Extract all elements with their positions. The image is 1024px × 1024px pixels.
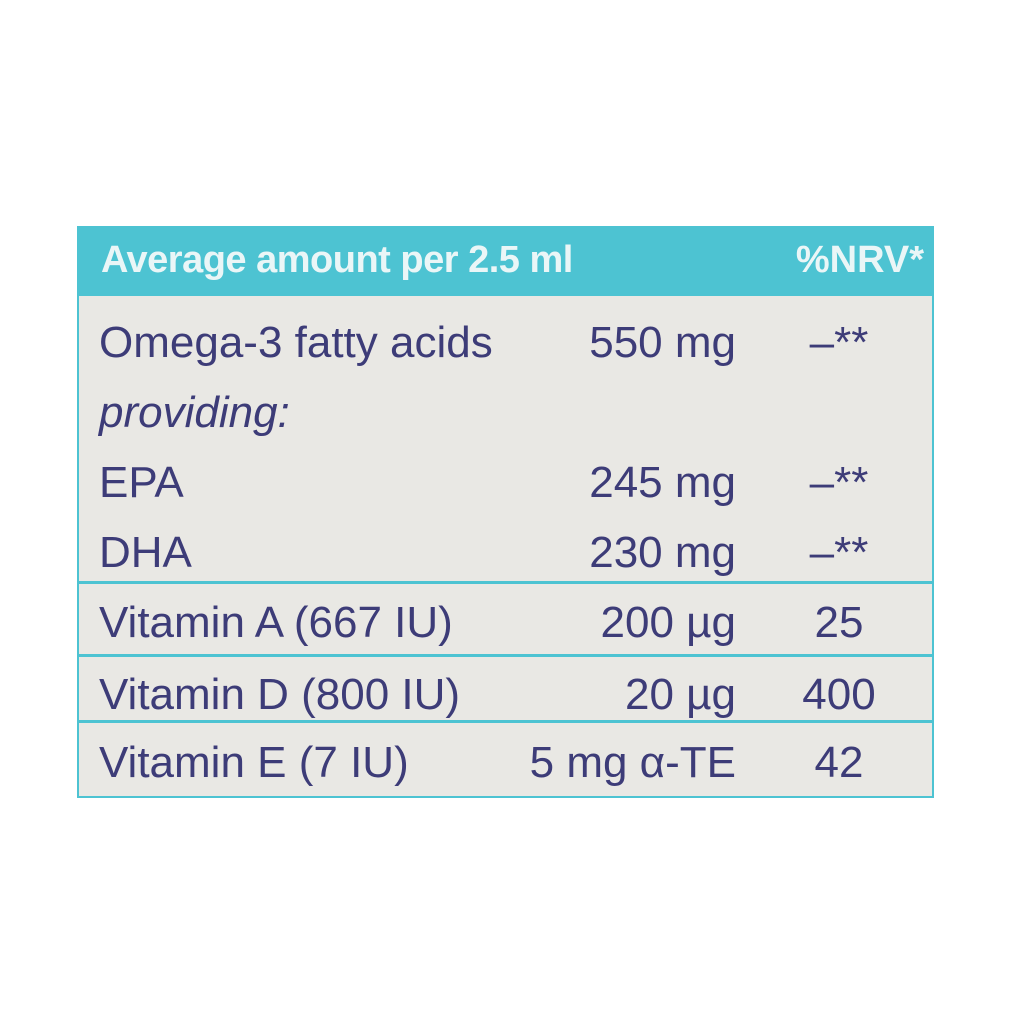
table-row-vitamin-e: Vitamin E (7 IU) 5 mg α-TE 42: [79, 728, 932, 800]
row-nrv: –**: [809, 318, 869, 367]
row-divider: [79, 720, 932, 723]
row-nrv: –**: [809, 458, 869, 507]
row-amount: 230 mg: [589, 528, 736, 577]
table-row-dha: DHA 230 mg –**: [79, 518, 932, 590]
table-row-vitamin-d: Vitamin D (800 IU) 20 µg 400: [79, 660, 932, 732]
row-nrv: 42: [814, 738, 864, 787]
row-amount: 245 mg: [589, 458, 736, 507]
row-amount: 550 mg: [589, 318, 736, 367]
row-amount: 200 µg: [600, 598, 736, 647]
row-name: EPA: [99, 458, 184, 507]
table-header: Average amount per 2.5 ml %NRV*: [79, 226, 932, 296]
row-divider: [79, 654, 932, 657]
row-name: Vitamin E (7 IU): [99, 738, 409, 787]
table-row-epa: EPA 245 mg –**: [79, 448, 932, 520]
row-nrv: –**: [809, 528, 869, 577]
row-name: Omega-3 fatty acids: [99, 318, 493, 367]
row-nrv: 400: [802, 670, 876, 719]
row-divider: [79, 581, 932, 584]
nutrition-table: Average amount per 2.5 ml %NRV* Omega-3 …: [77, 226, 934, 798]
row-name: Vitamin A (667 IU): [99, 598, 453, 647]
row-name: DHA: [99, 528, 192, 577]
row-name: providing:: [99, 388, 290, 437]
row-amount: 20 µg: [625, 670, 736, 719]
table-row-omega3: Omega-3 fatty acids 550 mg –**: [79, 308, 932, 380]
header-amount-label: Average amount per 2.5 ml: [101, 239, 573, 281]
table-row-vitamin-a: Vitamin A (667 IU) 200 µg 25: [79, 588, 932, 660]
row-amount: 5 mg α-TE: [529, 738, 736, 787]
row-name: Vitamin D (800 IU): [99, 670, 461, 719]
row-nrv: 25: [814, 598, 864, 647]
table-row-providing: providing:: [79, 378, 932, 450]
header-nrv-label: %NRV*: [795, 239, 924, 281]
